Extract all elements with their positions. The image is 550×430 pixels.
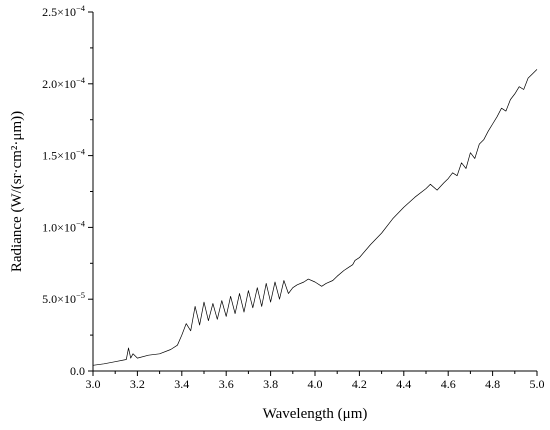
- x-tick-label: 3.2: [130, 377, 145, 391]
- series-group: [92, 69, 538, 366]
- x-tick-label: 3.6: [219, 377, 234, 391]
- axes: [92, 12, 537, 372]
- x-tick-label: 4.8: [485, 377, 500, 391]
- x-tick-label: 3.0: [86, 377, 101, 391]
- x-tick-label: 4.4: [396, 377, 411, 391]
- x-tick-label: 4.2: [352, 377, 367, 391]
- series-line-0: [92, 69, 538, 366]
- x-tick-label: 3.4: [174, 377, 189, 391]
- x-axis-title: Wavelength (μm): [263, 406, 368, 422]
- x-tick-label: 4.0: [308, 377, 323, 391]
- x-tick-label: 5.0: [530, 377, 545, 391]
- y-tick-label: 2.5×10−4: [42, 3, 86, 19]
- y-tick-label: 1.5×10−4: [42, 147, 86, 163]
- y-tick-label: 5.0×10−5: [42, 290, 85, 306]
- ticks: 3.0 3.2 3.4 3.6 3.8 4.0 4.2 4.4 4.6 4.8 5.0 0.0 5.0×…: [42, 3, 544, 391]
- y-tick-label: 0.0: [70, 364, 85, 378]
- y-tick-label: 2.0×10−4: [42, 75, 86, 91]
- x-tick-label: 4.6: [441, 377, 456, 391]
- y-tick-label: 1.0×10−4: [42, 218, 86, 234]
- y-axis-title: Radiance (W/(sr·cm²·μm)): [9, 111, 25, 272]
- x-tick-label: 3.8: [263, 377, 278, 391]
